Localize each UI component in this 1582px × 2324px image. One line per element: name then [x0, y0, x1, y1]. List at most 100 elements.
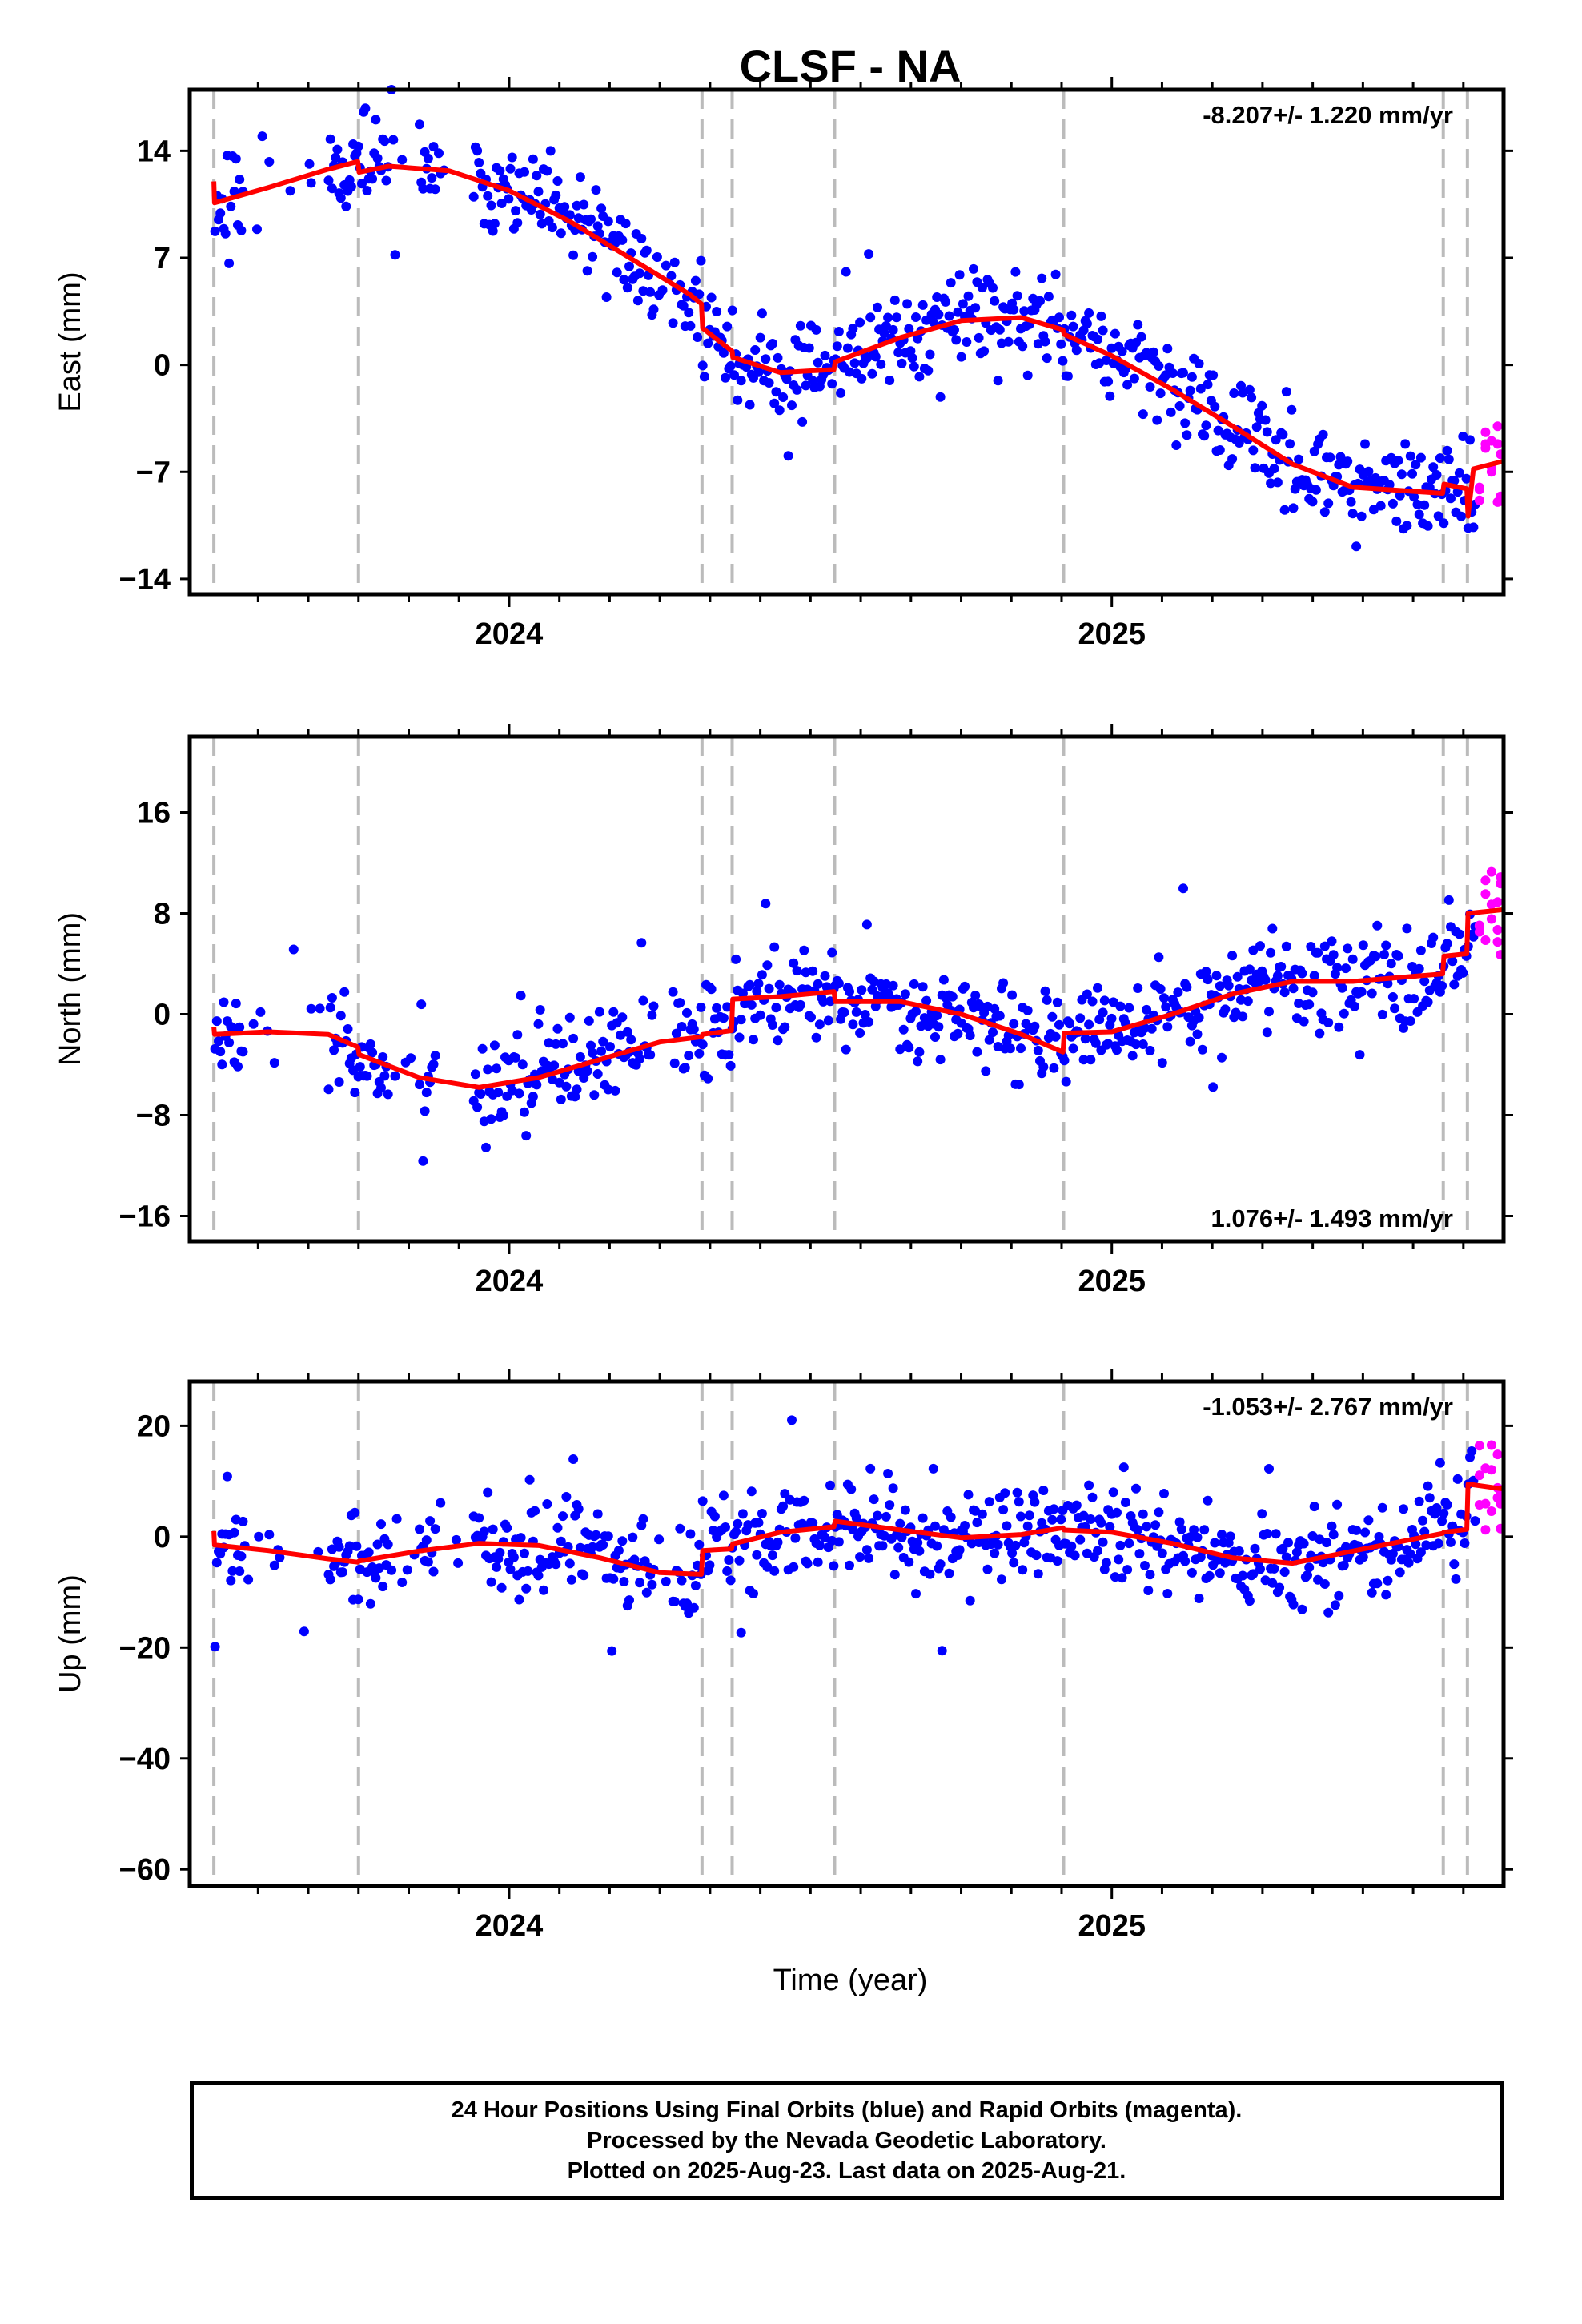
- up-final-point: [210, 1642, 220, 1652]
- east-final-point: [911, 312, 921, 322]
- north-final-point: [1339, 1008, 1349, 1019]
- up-final-point: [376, 1519, 386, 1530]
- north-final-point: [1217, 1052, 1227, 1063]
- up-final-point: [350, 1507, 360, 1518]
- north-final-point: [1146, 1023, 1157, 1034]
- east-final-point: [215, 208, 226, 219]
- east-final-point: [252, 224, 262, 235]
- east-final-point: [1071, 345, 1082, 356]
- north-final-point: [1040, 986, 1050, 996]
- north-final-point: [1124, 1003, 1134, 1013]
- east-final-point: [1461, 473, 1472, 484]
- north-final-point: [694, 1048, 705, 1059]
- up-final-point: [960, 1521, 970, 1530]
- north-final-point: [1201, 967, 1211, 977]
- up-final-point: [492, 1562, 502, 1572]
- north-final-point: [1279, 987, 1290, 998]
- up-rapid-point: [1480, 1498, 1491, 1509]
- east-final-point: [1409, 492, 1419, 502]
- east-final-point: [849, 358, 860, 368]
- north-final-point: [1007, 990, 1018, 1000]
- north-final-point: [677, 1022, 687, 1031]
- up-final-point: [222, 1471, 232, 1482]
- up-x-tick-label: 2025: [1078, 1909, 1146, 1943]
- east-final-point: [1391, 516, 1402, 526]
- east-final-point: [881, 320, 891, 331]
- up-final-point: [299, 1626, 309, 1637]
- up-final-point: [1093, 1546, 1102, 1556]
- east-final-point: [1129, 373, 1139, 384]
- east-final-point: [855, 317, 865, 328]
- north-final-point: [684, 1051, 694, 1061]
- up-final-point: [682, 1598, 692, 1609]
- north-final-point: [1267, 923, 1278, 934]
- east-final-point: [889, 295, 900, 305]
- up-final-point: [911, 1589, 921, 1599]
- up-final-point: [833, 1537, 844, 1547]
- east-final-point: [360, 103, 371, 114]
- east-final-point: [1360, 439, 1370, 449]
- east-final-point: [235, 175, 245, 185]
- up-final-point: [488, 1524, 498, 1534]
- north-panel-frame: [187, 734, 1506, 1244]
- east-final-point: [768, 339, 777, 348]
- north-final-point: [757, 970, 767, 980]
- up-final-point: [689, 1602, 699, 1613]
- up-final-point: [1449, 1559, 1460, 1570]
- up-final-point: [1451, 1574, 1461, 1584]
- up-final-point: [690, 1581, 701, 1590]
- north-final-point: [517, 1059, 528, 1070]
- north-final-point: [477, 1043, 488, 1054]
- north-final-point: [1232, 971, 1243, 982]
- up-final-point: [236, 1551, 247, 1562]
- up-final-point: [1115, 1540, 1126, 1550]
- up-final-point: [1387, 1549, 1398, 1558]
- east-final-point: [1456, 511, 1467, 521]
- east-final-point: [1294, 454, 1304, 464]
- east-final-point: [1084, 308, 1094, 318]
- up-final-point: [1424, 1493, 1435, 1503]
- east-model-line: [211, 159, 1504, 519]
- north-final-point: [511, 1052, 521, 1063]
- north-final-point: [418, 1156, 428, 1166]
- east-final-point: [1037, 273, 1047, 283]
- north-final-point: [554, 1077, 564, 1088]
- east-final-point: [761, 354, 771, 364]
- up-final-point: [211, 1558, 222, 1568]
- up-final-point: [1421, 1540, 1431, 1550]
- up-final-point: [1322, 1538, 1331, 1548]
- up-y-tick-label: 0: [154, 1521, 171, 1554]
- up-final-point: [1154, 1507, 1164, 1518]
- east-final-point: [1178, 368, 1188, 378]
- up-final-point: [428, 1566, 439, 1577]
- east-final-point: [1022, 370, 1033, 380]
- up-final-point: [1186, 1567, 1197, 1578]
- up-final-point: [474, 1513, 484, 1523]
- up-final-point: [1056, 1514, 1066, 1525]
- north-final-point: [1211, 971, 1222, 981]
- up-final-point: [1052, 1556, 1062, 1566]
- up-final-point: [1098, 1537, 1108, 1547]
- up-final-point: [564, 1558, 575, 1569]
- up-final-point: [1203, 1495, 1213, 1506]
- east-final-point: [718, 348, 729, 358]
- east-final-point: [795, 320, 805, 331]
- up-final-point: [573, 1504, 584, 1514]
- east-final-point: [1054, 312, 1064, 323]
- up-final-point: [1038, 1486, 1049, 1495]
- east-final-point: [512, 218, 523, 228]
- north-final-point: [1355, 1050, 1365, 1060]
- north-final-point: [549, 1060, 560, 1071]
- up-final-point: [685, 1529, 696, 1539]
- up-final-point: [746, 1486, 757, 1497]
- east-final-point: [638, 286, 648, 296]
- up-final-point: [845, 1560, 854, 1570]
- north-final-point: [833, 979, 844, 989]
- up-final-point: [575, 1542, 585, 1553]
- north-final-point: [1014, 1080, 1024, 1090]
- north-final-point: [755, 1010, 765, 1020]
- up-final-point: [1304, 1562, 1315, 1573]
- east-final-point: [1166, 407, 1176, 417]
- north-final-point: [1052, 997, 1062, 1007]
- east-final-point: [1325, 452, 1335, 463]
